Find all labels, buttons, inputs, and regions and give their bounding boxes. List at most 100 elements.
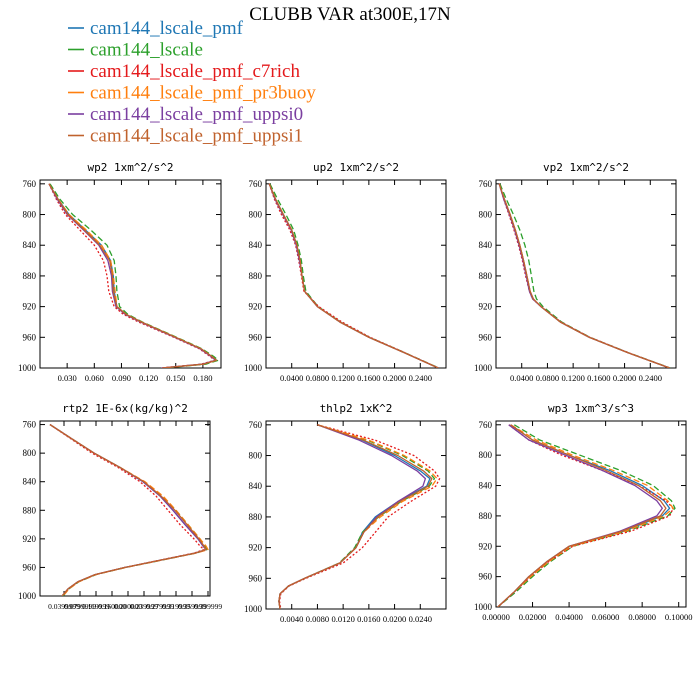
y-tick-label: 880: [249, 271, 263, 281]
series-line-cam144-lscale-pmf: [48, 183, 218, 368]
x-tick-label: 0.0160: [357, 614, 380, 624]
series-line-cam144-lscale-pmf-uppsi1: [498, 183, 670, 368]
y-tick-label: 1000: [244, 363, 263, 373]
y-tick-label: 840: [479, 240, 493, 250]
figure-title: CLUBB VAR at300E,17N: [249, 4, 451, 25]
y-tick-label: 800: [249, 451, 263, 461]
y-tick-label: 760: [23, 179, 37, 189]
x-tick-label: 0.239999: [130, 602, 158, 611]
panel-6: wp3 1xm^3/s^3 760 800 840 880 920 960 10000.000…: [474, 402, 693, 622]
series-line-cam144-lscale-pmf-uppsi0: [48, 183, 217, 368]
series-line-cam144-lscale-pmf-uppsi1: [48, 183, 218, 368]
series-group: [498, 183, 671, 368]
series-line-cam144-lscale-pmf: [498, 183, 670, 368]
y-tick-label: 760: [479, 420, 493, 430]
x-tick-label: 0.399999: [194, 602, 222, 611]
y-tick-label: 800: [479, 210, 493, 220]
y-tick-label: 880: [23, 271, 37, 281]
y-tick-label: 840: [249, 240, 263, 250]
series-line-cam144-lscale-pmf: [497, 424, 671, 607]
plot-frame: [495, 420, 687, 608]
series-group: [268, 183, 440, 368]
x-tick-label: 0.2000: [383, 373, 406, 383]
y-tick-label: 920: [23, 534, 37, 544]
legend-label: cam144_lscale_pmf_uppsi1: [90, 126, 303, 147]
x-tick-label: 0.1600: [357, 373, 380, 383]
panel-title: wp3 1xm^3/s^3: [548, 402, 634, 415]
legend-label: cam144_lscale_pmf_c7rich: [90, 61, 300, 82]
series-line-cam144-lscale: [278, 424, 436, 609]
legend-label: cam144_lscale_pmf_uppsi0: [90, 104, 303, 125]
series-line-cam144-lscale-pmf-c7rich: [278, 424, 441, 609]
series-line-cam144-lscale-pmf-pr3buoy: [497, 424, 674, 607]
plot-frame: [39, 179, 222, 369]
series-line-cam144-lscale-pmf-pr3buoy: [498, 183, 670, 368]
x-tick-label: 0.1200: [561, 373, 584, 383]
series-group: [49, 424, 209, 596]
x-tick-label: 0.00000: [482, 612, 510, 622]
x-tick-label: 0.0240: [409, 614, 432, 624]
y-tick-label: 920: [23, 302, 37, 312]
panel-title: thlp2 1xK^2: [320, 402, 393, 415]
x-tick-label: 0.359999: [178, 602, 206, 611]
panel-title: up2 1xm^2/s^2: [313, 161, 399, 174]
series-line-cam144-lscale-pmf-pr3buoy: [268, 183, 439, 368]
y-tick-label: 960: [23, 332, 37, 342]
y-tick-label: 880: [23, 505, 37, 515]
x-tick-label: 0.0040: [280, 614, 303, 624]
x-tick-label: 0.2000: [613, 373, 636, 383]
legend-label: cam144_lscale: [90, 40, 203, 61]
series-line-cam144-lscale-pmf-uppsi0: [268, 183, 439, 368]
plot-frame: [39, 420, 211, 597]
y-tick-label: 760: [479, 179, 493, 189]
series-line-cam144-lscale: [499, 183, 671, 368]
y-tick-label: 1000: [18, 363, 37, 373]
x-tick-label: 0.0200: [383, 614, 406, 624]
panel-title: vp2 1xm^2/s^2: [543, 161, 629, 174]
x-tick-label: 0.0799999: [64, 602, 96, 611]
series-line-cam144-lscale: [49, 424, 208, 596]
x-tick-label: 0.0800: [306, 373, 329, 383]
series-line-cam144-lscale-pmf-pr3buoy: [48, 183, 218, 368]
series-group: [278, 424, 441, 609]
plot-frame: [265, 420, 447, 610]
plot-frame: [495, 179, 677, 369]
x-tick-label: 0.150: [166, 373, 185, 383]
y-tick-label: 920: [479, 302, 493, 312]
x-tick-label: 0.1600: [587, 373, 610, 383]
y-tick-label: 920: [249, 302, 263, 312]
x-tick-label: 0.119999: [82, 602, 110, 611]
y-tick-label: 960: [249, 332, 263, 342]
x-tick-label: 0.319999: [162, 602, 190, 611]
y-tick-label: 960: [23, 562, 37, 572]
series-line-cam144-lscale: [49, 183, 219, 368]
y-tick-label: 800: [479, 450, 493, 460]
series-line-cam144-lscale-pmf-pr3buoy: [49, 424, 209, 596]
y-tick-label: 840: [23, 477, 37, 487]
series-line-cam144-lscale-pmf-uppsi1: [497, 424, 667, 607]
x-tick-label: 0.279999: [146, 602, 174, 611]
y-tick-label: 760: [249, 420, 263, 430]
x-tick-label: 0.0080: [306, 614, 329, 624]
series-line-cam144-lscale-pmf-pr3buoy: [278, 424, 438, 609]
panel-3: vp2 1xm^2/s^2 760 800 840 880 920 960 1000 0.040…: [474, 161, 677, 383]
series-line-cam144-lscale-pmf-c7rich: [498, 183, 670, 368]
series-line-cam144-lscale-pmf-uppsi1: [278, 424, 433, 609]
x-tick-label: 0.180: [193, 373, 212, 383]
y-tick-label: 960: [479, 572, 493, 582]
series-line-cam144-lscale-pmf-c7rich: [497, 424, 674, 607]
y-tick-label: 880: [249, 512, 263, 522]
y-tick-label: 920: [249, 543, 263, 553]
y-tick-label: 760: [23, 420, 37, 430]
legend-label: cam144_lscale_pmf: [90, 18, 244, 39]
y-tick-label: 840: [479, 481, 493, 491]
x-tick-label: 0.04000: [555, 612, 583, 622]
series-line-cam144-lscale-pmf-uppsi0: [49, 424, 207, 596]
series-line-cam144-lscale-pmf-c7rich: [268, 183, 439, 368]
legend: cam144_lscale_pmfcam144_lscalecam144_lsc…: [68, 18, 316, 147]
x-tick-label: 0.08000: [628, 612, 656, 622]
panel-1: wp2 1xm^2/s^2 760 800 840 880 920 960 1000 0.030…: [18, 161, 222, 383]
panels: wp2 1xm^2/s^2 760 800 840 880 920 960 1000 0.030…: [18, 161, 693, 624]
x-tick-label: 0.0400: [510, 373, 533, 383]
